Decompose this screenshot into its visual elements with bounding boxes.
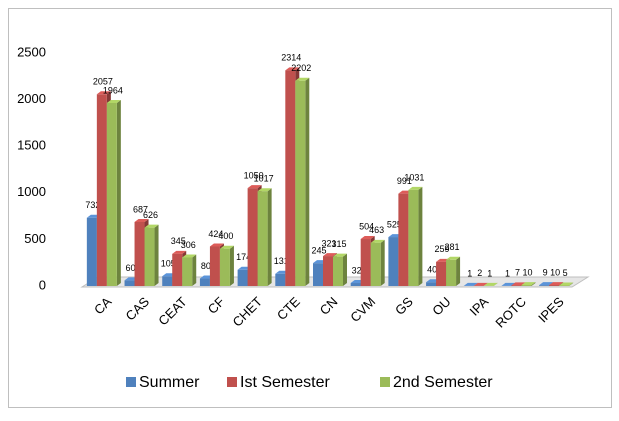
- bar-front: [333, 257, 343, 286]
- bar-side: [268, 188, 272, 286]
- bar-front: [285, 70, 295, 286]
- y-tick-label: 1500: [17, 138, 46, 153]
- bar-front: [521, 285, 531, 286]
- bar-front: [351, 283, 361, 286]
- data-label: 306: [181, 240, 196, 250]
- bar-front: [539, 285, 549, 286]
- bar-front: [436, 262, 446, 286]
- legend-label: Summer: [139, 374, 200, 391]
- bar-front: [238, 270, 248, 286]
- y-tick-label: 0: [39, 277, 46, 292]
- data-label: 1: [467, 268, 472, 278]
- y-tick-label: 2000: [17, 91, 46, 106]
- bar-front: [145, 228, 155, 286]
- bar-side: [155, 225, 159, 286]
- data-label: 1: [505, 268, 510, 278]
- legend-label: Ist Semester: [240, 374, 330, 391]
- data-label: 463: [369, 225, 384, 235]
- bar: [220, 246, 234, 286]
- data-label: 400: [218, 231, 233, 241]
- y-tick-label: 1000: [17, 184, 46, 199]
- bar-front: [275, 274, 285, 286]
- bar-front: [162, 276, 172, 286]
- bar: [408, 187, 422, 286]
- data-label: 2202: [291, 63, 311, 73]
- data-label: 5: [563, 268, 568, 278]
- bar: [107, 100, 121, 286]
- data-label: 2: [477, 268, 482, 278]
- y-tick-label: 500: [24, 231, 46, 246]
- data-label: 315: [331, 239, 346, 249]
- bar-front: [172, 254, 182, 286]
- bar: [371, 240, 385, 286]
- legend-label: 2nd Semester: [393, 374, 493, 391]
- bar-front: [398, 194, 408, 286]
- bar-side: [192, 254, 196, 286]
- bar-front: [408, 190, 418, 286]
- bar-front: [200, 279, 210, 286]
- legend-swatch: [227, 377, 237, 387]
- bar-front: [323, 256, 333, 286]
- bar-front: [511, 285, 521, 286]
- bar-front: [135, 222, 145, 286]
- bar-side: [381, 240, 385, 286]
- bar-front: [258, 191, 268, 286]
- data-label: 9: [543, 268, 548, 278]
- data-label: 60: [126, 263, 136, 273]
- bar: [446, 257, 460, 286]
- data-label: 2314: [281, 53, 301, 63]
- bar: [145, 225, 159, 286]
- bar-front: [210, 246, 220, 286]
- bar-front: [446, 260, 456, 286]
- bar-side: [230, 246, 234, 286]
- data-label: 1964: [103, 85, 123, 95]
- data-label: 281: [445, 242, 460, 252]
- bar-front: [97, 94, 107, 286]
- data-label: 1: [487, 268, 492, 278]
- bar-front: [220, 249, 230, 286]
- bar-front: [361, 239, 371, 286]
- bar-front: [107, 103, 117, 286]
- data-label: 7: [515, 268, 520, 278]
- data-label: 1031: [404, 172, 424, 182]
- bar-side: [117, 100, 121, 286]
- bar-side: [418, 187, 422, 286]
- data-label: 10: [550, 267, 560, 277]
- bar: [258, 188, 272, 286]
- data-label: 40: [427, 265, 437, 275]
- bar-side: [343, 254, 347, 286]
- bar: [333, 254, 347, 286]
- bar-front: [295, 81, 305, 286]
- bar: [295, 78, 309, 286]
- bar-front: [313, 263, 323, 286]
- data-label: 10: [522, 267, 532, 277]
- bar-front: [371, 243, 381, 286]
- bar-front: [125, 280, 135, 286]
- data-label: 626: [143, 210, 158, 220]
- bar-front: [388, 237, 398, 286]
- data-label: 1017: [254, 174, 274, 184]
- legend-swatch: [126, 377, 136, 387]
- bar-front: [87, 218, 97, 286]
- bar-front: [248, 188, 258, 286]
- legend-swatch: [380, 377, 390, 387]
- bar-front: [182, 257, 192, 286]
- bar-front: [549, 285, 559, 286]
- data-label: 80: [201, 261, 211, 271]
- bar-front: [426, 282, 436, 286]
- bar: [182, 254, 196, 286]
- bar-side: [305, 78, 309, 286]
- y-tick-label: 2500: [17, 44, 46, 59]
- data-label: 32: [352, 265, 362, 275]
- bar-side: [456, 257, 460, 286]
